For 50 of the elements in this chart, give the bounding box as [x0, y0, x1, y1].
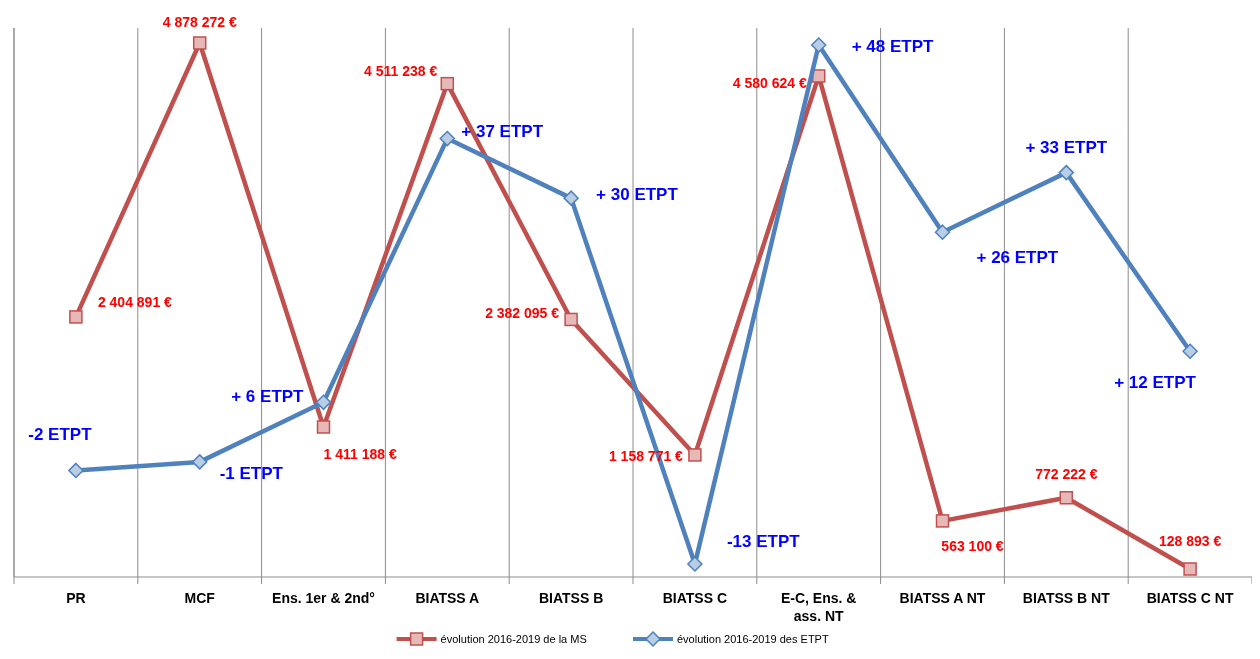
data-label: + 33 ETPT [1025, 137, 1108, 157]
point [1183, 562, 1197, 576]
point [810, 37, 827, 53]
point [564, 312, 578, 327]
legend-label: évolution 2016-2019 de la MS [440, 633, 587, 645]
point [316, 420, 331, 434]
data-label: 4 511 238 € [364, 62, 438, 79]
data-label: + 37 ETPT [461, 121, 544, 141]
x-tick-label: BIATSS C [662, 590, 728, 606]
x-tick-label: BIATSS C NT [1146, 590, 1234, 606]
point [439, 130, 456, 147]
point [934, 224, 951, 240]
data-label: + 30 ETPT [596, 185, 679, 205]
point [563, 190, 579, 206]
data-label: + 6 ETPT [231, 387, 305, 407]
data-label: + 48 ETPT [851, 37, 935, 56]
data-label: 128 893 € [1158, 533, 1222, 549]
data-label: + 12 ETPT [1114, 373, 1197, 393]
legend-label: évolution 2016-2019 des ETPT [677, 633, 829, 645]
point [68, 462, 84, 479]
data-label: 563 100 € [941, 537, 1004, 554]
point [688, 448, 702, 462]
x-tick-label: BIATSS B NT [1022, 590, 1111, 606]
data-label: 1 411 188 € [323, 445, 397, 462]
x-tick-label: MCF [184, 590, 216, 606]
data-label: -2 ETPT [28, 425, 93, 445]
point [1059, 491, 1074, 505]
point [315, 394, 332, 411]
data-label: 2 404 891 € [97, 293, 173, 310]
data-label: + 26 ETPT [976, 248, 1059, 268]
point [191, 454, 208, 470]
point [1058, 164, 1075, 181]
x-tick-label: BIATSS A NT [899, 590, 986, 606]
point [440, 76, 455, 91]
data-label: 772 222 € [1035, 465, 1098, 482]
x-tick-label: E-C, Ens. & ass. NT [780, 590, 857, 624]
data-label: 4 580 624 € [732, 74, 807, 91]
point [192, 36, 207, 50]
x-tick-label: BIATSS A [415, 590, 480, 606]
point [935, 514, 950, 528]
point [687, 556, 703, 572]
data-label: 4 878 272 € [162, 14, 237, 30]
data-label: -13 ETPT [726, 532, 801, 551]
data-label: 2 382 095 € [485, 305, 560, 322]
x-tick-label: Ens. 1er & 2nd° [272, 590, 375, 606]
x-tick-label: BIATSS B [538, 590, 604, 606]
point [69, 310, 83, 324]
data-label: -1 ETPT [219, 463, 284, 483]
point [1182, 343, 1198, 360]
x-tick-label: PR [66, 590, 86, 606]
